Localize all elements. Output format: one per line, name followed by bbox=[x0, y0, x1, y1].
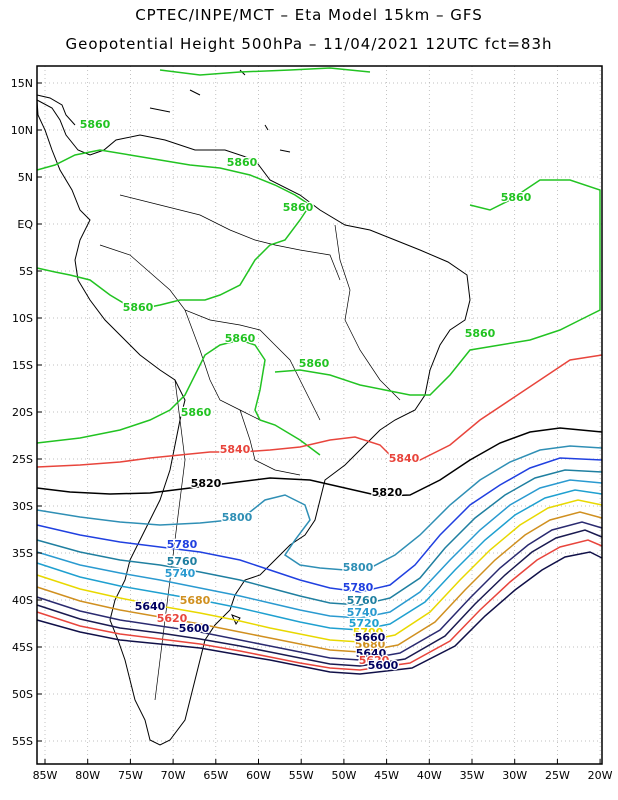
contour-5820 bbox=[36, 427, 603, 497]
map-title-line2: Geopotential Height 500hPa – 11/04/2021 … bbox=[65, 35, 553, 53]
contour-label: 5840 bbox=[389, 452, 420, 465]
lat-tick-label: 55S bbox=[12, 735, 33, 748]
contour-label: 5860 bbox=[465, 327, 496, 340]
contour-label: 5620 bbox=[359, 654, 390, 667]
lon-tick-label: 40W bbox=[417, 769, 442, 782]
height-contours bbox=[36, 67, 603, 675]
lon-tick-label: 85W bbox=[33, 769, 58, 782]
lon-tick-label: 30W bbox=[502, 769, 527, 782]
contour-label: 5820 bbox=[372, 486, 403, 499]
contour-5860-north bbox=[36, 67, 371, 311]
contour-label: 5640 bbox=[356, 647, 387, 660]
lon-tick-label: 80W bbox=[75, 769, 100, 782]
contour-5760 bbox=[36, 469, 603, 606]
contour-label: 5760 bbox=[167, 555, 198, 568]
lat-tick-label: 30S bbox=[12, 500, 33, 513]
contour-5680 bbox=[36, 511, 603, 653]
contour-5660 bbox=[36, 521, 603, 661]
lon-tick-label: 75W bbox=[118, 769, 143, 782]
lon-tick-label: 70W bbox=[161, 769, 186, 782]
lat-tick-label: 15N bbox=[11, 77, 33, 90]
contour-5860-south bbox=[36, 339, 321, 456]
contour-label: 5860 bbox=[181, 406, 212, 419]
contour-label: 5860 bbox=[225, 332, 256, 345]
contour-label: 5800 bbox=[343, 561, 374, 574]
contour-5700 bbox=[36, 499, 603, 643]
contour-5780 bbox=[36, 457, 603, 593]
coastlines bbox=[36, 69, 471, 746]
contour-5840 bbox=[36, 354, 603, 468]
lon-tick-label: 25W bbox=[545, 769, 570, 782]
lon-tick-label: 20W bbox=[588, 769, 613, 782]
contour-label: 5780 bbox=[167, 538, 198, 551]
graticule bbox=[37, 66, 602, 764]
contour-5800 bbox=[36, 445, 603, 571]
lat-tick-label: 25S bbox=[12, 453, 33, 466]
contour-5640 bbox=[36, 529, 603, 667]
contour-label: 5780 bbox=[343, 581, 374, 594]
lat-tick-label: 50S bbox=[12, 688, 33, 701]
lat-tick-label: EQ bbox=[17, 218, 33, 231]
lat-tick-label: 15S bbox=[12, 359, 33, 372]
contour-label: 5660 bbox=[355, 631, 386, 644]
contour-5720 bbox=[36, 489, 603, 631]
contour-label: 5740 bbox=[347, 606, 378, 619]
south-america-coast bbox=[36, 99, 471, 746]
contour-label: 5860 bbox=[283, 201, 314, 214]
contour-label: 5860 bbox=[501, 191, 532, 204]
caribbean-islands bbox=[149, 69, 291, 153]
lon-tick-label: 55W bbox=[289, 769, 314, 782]
lon-tick-label: 35W bbox=[460, 769, 485, 782]
contour-5740 bbox=[36, 479, 603, 619]
contour-label: 5760 bbox=[347, 594, 378, 607]
lon-tick-label: 60W bbox=[246, 769, 271, 782]
contour-label: 5600 bbox=[179, 622, 210, 635]
contour-label: 5820 bbox=[191, 477, 222, 490]
contour-5600 bbox=[36, 551, 603, 675]
contour-label: 5800 bbox=[222, 511, 253, 524]
lat-tick-label: 20S bbox=[12, 406, 33, 419]
contour-label: 5700 bbox=[353, 626, 384, 639]
contour-label: 5680 bbox=[180, 594, 211, 607]
central-america-coast bbox=[36, 94, 76, 126]
lat-tick-label: 35S bbox=[12, 547, 33, 560]
lat-tick-label: 10N bbox=[11, 124, 33, 137]
contour-labels: 5860 5860 5860 5860 5860 5860 5860 5860 5860 5840… bbox=[78, 117, 532, 674]
lat-tick-label: 45S bbox=[12, 641, 33, 654]
contour-label: 5740 bbox=[165, 567, 196, 580]
map-frame bbox=[36, 65, 603, 765]
contour-label: 5620 bbox=[157, 612, 188, 625]
lat-tick-label: 40S bbox=[12, 594, 33, 607]
lon-tick-label: 65W bbox=[203, 769, 228, 782]
contour-label: 5680 bbox=[355, 638, 386, 651]
lat-tick-label: 5N bbox=[18, 171, 33, 184]
map-title-line1: CPTEC/INPE/MCT – Eta Model 15km – GFS bbox=[135, 6, 483, 24]
lon-tick-label: 50W bbox=[331, 769, 356, 782]
contour-label: 5860 bbox=[123, 301, 154, 314]
contour-label: 5720 bbox=[349, 617, 380, 630]
contour-label: 5860 bbox=[80, 118, 111, 131]
contour-5860-east bbox=[274, 179, 601, 396]
contour-label: 5640 bbox=[135, 600, 166, 613]
lat-tick-label: 5S bbox=[19, 265, 33, 278]
contour-5620 bbox=[36, 539, 603, 671]
contour-label: 5840 bbox=[220, 443, 251, 456]
contour-label: 5860 bbox=[299, 357, 330, 370]
contour-label: 5860 bbox=[227, 156, 258, 169]
axis-labels: 15N 10N 5N EQ 5S 10S 15S 20S 25S 30S 35S 40S 45S 50S 5… bbox=[11, 77, 613, 782]
contour-label: 5600 bbox=[368, 659, 399, 672]
borders bbox=[99, 194, 401, 701]
lon-tick-label: 45W bbox=[374, 769, 399, 782]
lat-tick-label: 10S bbox=[12, 312, 33, 325]
